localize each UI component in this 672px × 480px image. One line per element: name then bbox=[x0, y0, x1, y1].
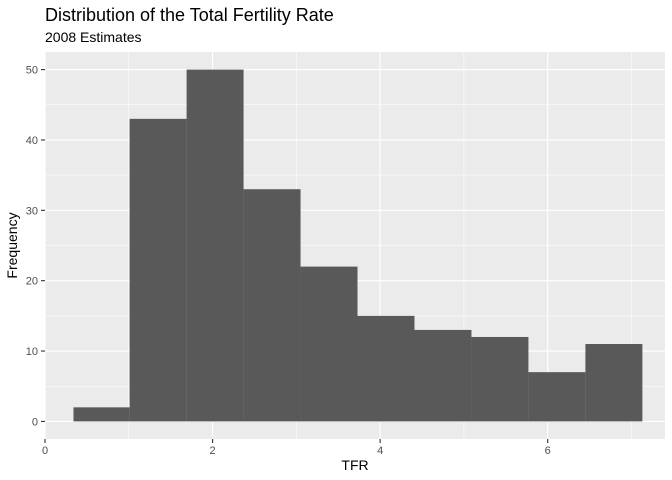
x-tick-label: 0 bbox=[42, 445, 48, 457]
x-tick-label: 6 bbox=[545, 445, 551, 457]
y-tick-label: 30 bbox=[26, 205, 38, 217]
y-tick-label: 10 bbox=[26, 346, 38, 358]
x-axis: 0 2 4 6 bbox=[42, 439, 551, 457]
y-axis-title: Frequency bbox=[4, 212, 20, 278]
histogram-bar bbox=[471, 336, 529, 422]
y-tick-label: 50 bbox=[26, 65, 38, 77]
histogram-bar bbox=[528, 372, 586, 422]
chart-subtitle: 2008 Estimates bbox=[45, 29, 142, 45]
histogram-bar bbox=[585, 344, 643, 422]
histogram-bar bbox=[129, 118, 187, 422]
chart-title: Distribution of the Total Fertility Rate bbox=[45, 5, 334, 25]
x-axis-title: TFR bbox=[341, 457, 368, 473]
y-tick-label: 0 bbox=[32, 416, 38, 428]
histogram-bar bbox=[186, 69, 244, 422]
y-tick-label: 40 bbox=[26, 135, 38, 147]
x-tick-label: 2 bbox=[210, 445, 216, 457]
histogram-bars bbox=[73, 69, 643, 422]
y-axis: 0 10 20 30 40 50 bbox=[26, 65, 45, 428]
histogram-bar bbox=[357, 315, 415, 422]
y-tick-label: 20 bbox=[26, 276, 38, 288]
histogram-bar bbox=[73, 407, 130, 422]
histogram-bar bbox=[243, 189, 301, 422]
histogram-bar bbox=[414, 329, 472, 422]
x-tick-label: 4 bbox=[377, 445, 383, 457]
histogram-bar bbox=[300, 266, 358, 422]
